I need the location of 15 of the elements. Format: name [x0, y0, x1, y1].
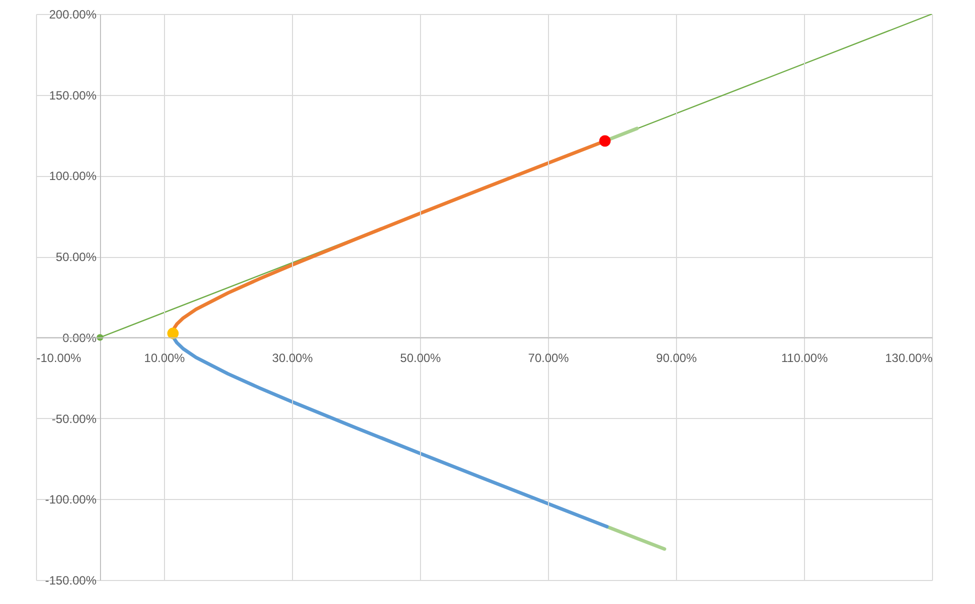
x-tick-label: 10.00% [144, 350, 186, 365]
x-tick-label: 110.00% [781, 350, 828, 365]
y-tick-label: -100.00% [45, 492, 97, 507]
y-tick-label: 100.00% [49, 169, 97, 184]
y-tick-label: 50.00% [56, 250, 97, 264]
x-tick-label: 90.00% [656, 350, 698, 365]
x-tick-label: 130.00% [885, 350, 933, 365]
y-tick-label: -50.00% [52, 412, 97, 426]
y-tick-label: -150.00% [45, 574, 97, 588]
y-tick-label: 200.00% [49, 8, 97, 22]
x-tick-label: -10.00% [36, 350, 82, 365]
x-tick-label: 70.00% [528, 350, 570, 365]
x-tick-label: 30.00% [272, 350, 314, 365]
x-tick-label: 50.00% [400, 350, 442, 365]
y-tick-label: 150.00% [49, 88, 97, 102]
